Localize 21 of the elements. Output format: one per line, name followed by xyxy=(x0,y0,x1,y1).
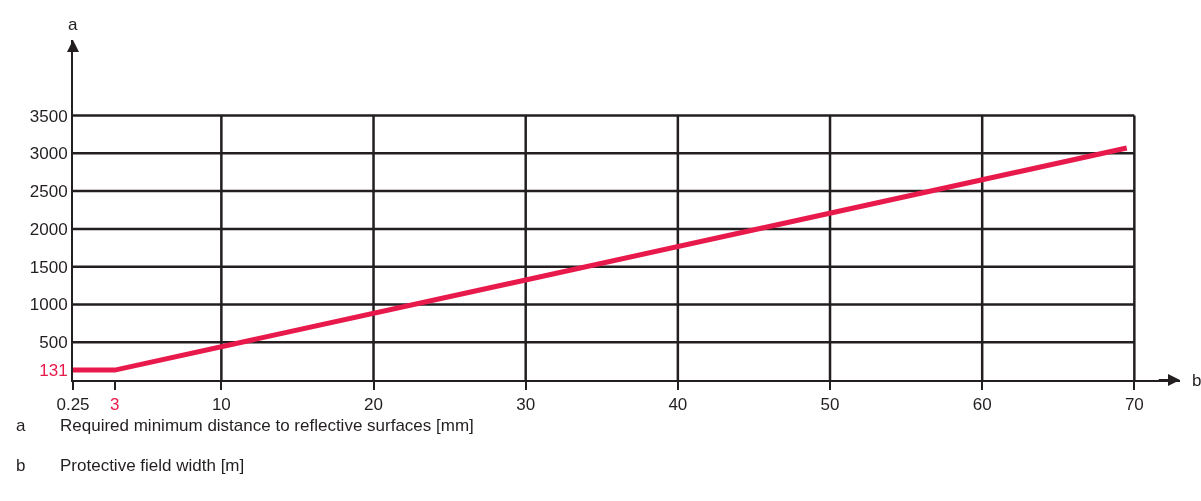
text: b Protective field width [m] xyxy=(16,456,245,475)
x-tick-label: 60 xyxy=(972,395,992,415)
y-tick-label: 3000 xyxy=(29,144,68,164)
x-tick-label: 3 xyxy=(110,395,120,415)
y-tick-label: 500 xyxy=(39,333,68,353)
y-tick-label: 3500 xyxy=(29,106,68,126)
x-tick-label: 50 xyxy=(820,395,840,415)
x-tick-label: 10 xyxy=(211,395,231,415)
x-tick-label: 70 xyxy=(1124,395,1144,415)
text: a Required minimum distance to reflective surfaces [mm] xyxy=(16,416,474,435)
y-tick-label: 131 xyxy=(39,361,68,381)
y-axis-title: a xyxy=(68,15,78,34)
x-tick-label: 0.25 xyxy=(56,395,90,415)
x-tick-label: 30 xyxy=(516,395,536,415)
y-tick-label: 1000 xyxy=(29,295,68,315)
y-tick-label: 1500 xyxy=(29,257,68,277)
x-axis-title: b xyxy=(1192,371,1201,390)
y-tick-label: 2500 xyxy=(29,182,68,202)
y-tick-label: 2000 xyxy=(29,219,68,239)
x-tick-label: 20 xyxy=(364,395,383,415)
x-tick-label: 40 xyxy=(668,395,688,415)
